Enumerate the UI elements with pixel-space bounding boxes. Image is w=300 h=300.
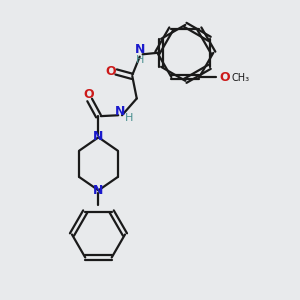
Text: N: N [93,130,104,143]
Text: O: O [83,88,94,101]
Text: CH₃: CH₃ [232,73,250,83]
Text: N: N [115,105,125,118]
Text: H: H [124,113,133,123]
Text: H: H [136,55,144,64]
Text: N: N [134,43,145,56]
Text: O: O [219,70,230,84]
Text: N: N [93,184,104,197]
Text: O: O [106,65,116,78]
